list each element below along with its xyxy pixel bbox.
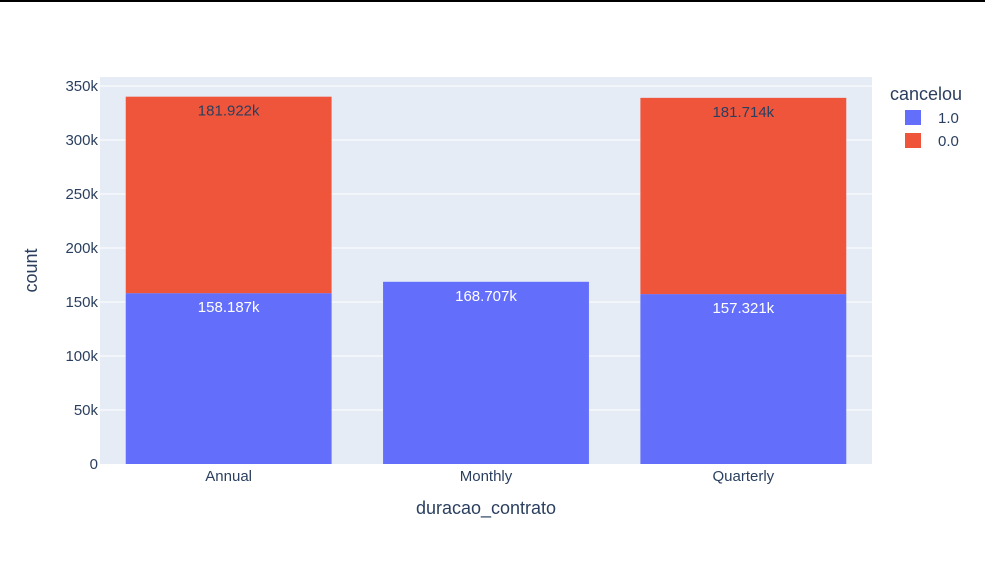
y-tick-label: 200k <box>65 240 98 257</box>
y-tick-label: 350k <box>65 78 98 95</box>
bar-quarterly-0-0[interactable] <box>640 97 847 295</box>
bar-value-label: 181.922k <box>198 103 260 120</box>
bar-value-label: 181.714k <box>712 104 774 121</box>
legend-swatch[interactable] <box>905 133 921 148</box>
legend-label[interactable]: 1.0 <box>938 110 959 127</box>
legend[interactable]: cancelou 1.0 0.0 <box>890 84 962 150</box>
x-tick-label: Quarterly <box>712 468 774 485</box>
bar-monthly-1-0[interactable] <box>383 281 589 464</box>
y-axis-title: count <box>21 248 41 292</box>
bar-value-label: 157.321k <box>712 300 774 317</box>
bar-value-label: 158.187k <box>198 299 260 316</box>
bars: 158.187k 181.922k 168.707k 157.321k 181.714k <box>125 96 847 464</box>
x-axis-ticks: Annual Monthly Quarterly <box>205 468 774 485</box>
x-tick-label: Monthly <box>460 468 513 485</box>
y-tick-label: 150k <box>65 294 98 311</box>
bar-annual-0-0[interactable] <box>125 96 332 294</box>
x-tick-label: Annual <box>205 468 252 485</box>
top-border-line <box>0 0 985 2</box>
bar-value-label: 168.707k <box>455 288 517 305</box>
legend-swatch[interactable] <box>905 110 921 125</box>
legend-title: cancelou <box>890 84 962 104</box>
x-axis-title: duracao_contrato <box>416 498 556 519</box>
y-tick-label: 100k <box>65 348 98 365</box>
legend-label[interactable]: 0.0 <box>938 133 959 150</box>
y-tick-label: 250k <box>65 186 98 203</box>
bar-quarterly-1-0[interactable] <box>640 294 847 464</box>
y-tick-label: 0 <box>90 456 98 473</box>
y-tick-label: 50k <box>74 402 99 419</box>
y-tick-label: 300k <box>65 132 98 149</box>
y-axis-ticks: 0 50k 100k 150k 200k 250k 300k 350k <box>65 78 98 473</box>
bar-annual-1-0[interactable] <box>125 293 332 464</box>
